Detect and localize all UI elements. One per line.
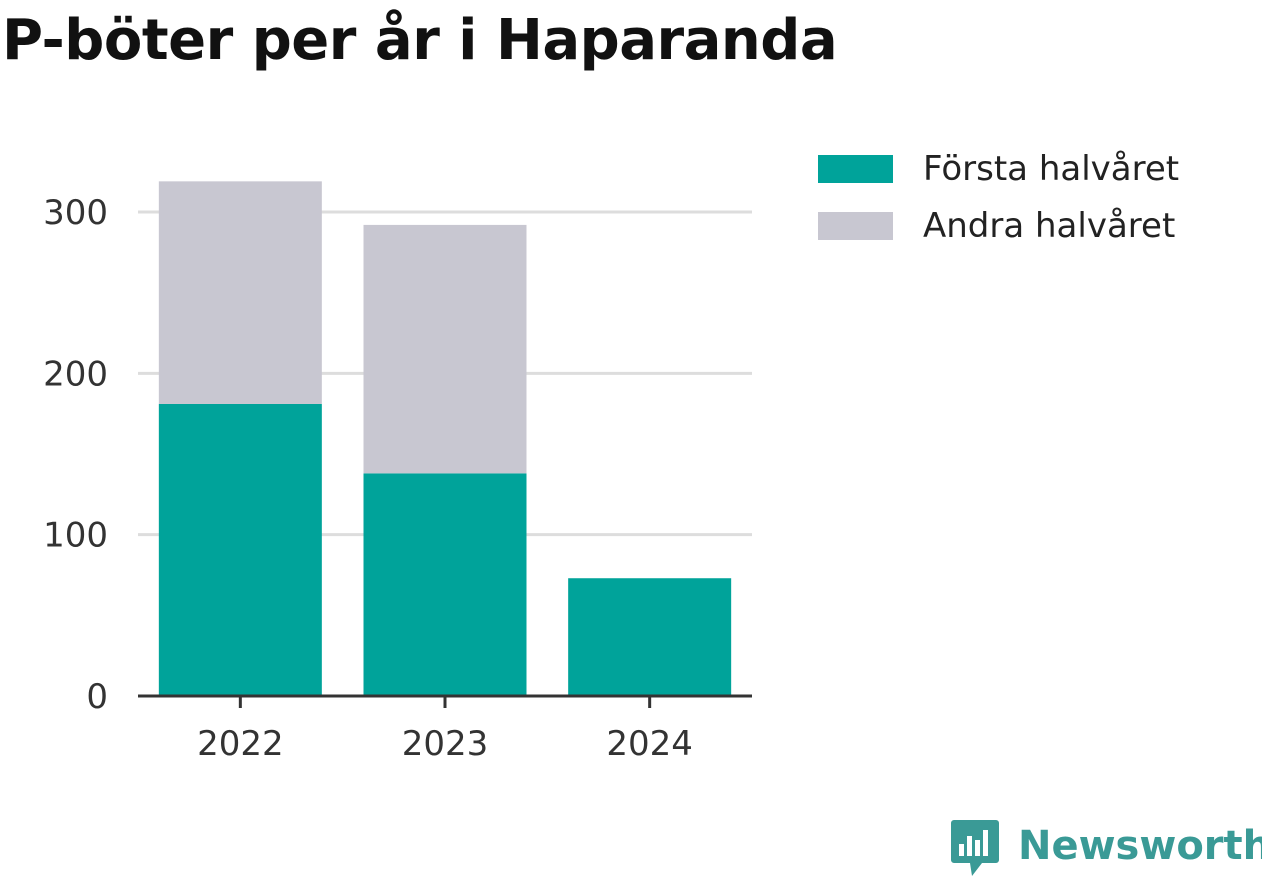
y-tick-label-0: 0 <box>86 677 108 717</box>
bar-2024-forsta-halvaret <box>568 578 732 696</box>
x-tick-label-2023: 2023 <box>402 724 489 764</box>
y-tick-label-100: 100 <box>43 516 108 556</box>
legend: Första halvåret Andra halvåret <box>818 140 1179 254</box>
newsworthy-chart-bubble-icon <box>951 820 999 876</box>
legend-swatch-first-half <box>818 154 893 183</box>
brand-logo: Newsworthy <box>950 818 1262 878</box>
bar-2022-forsta-halvaret <box>158 403 322 696</box>
chart-title: P-böter per år i Haparanda <box>2 8 838 73</box>
y-tick-label-300: 300 <box>43 193 108 233</box>
bar-2023-forsta-halvaret <box>363 473 527 696</box>
brand-name: Newsworthy <box>1018 823 1262 869</box>
x-tick-label-2022: 2022 <box>197 724 284 764</box>
legend-item-second-half: Andra halvåret <box>818 197 1179 254</box>
bar-2022-andra-halvaret <box>158 181 322 404</box>
y-tick-label-200: 200 <box>43 354 108 394</box>
legend-label-second-half: Andra halvåret <box>923 205 1176 246</box>
legend-swatch-second-half <box>818 211 893 240</box>
bar-2023-andra-halvaret <box>363 224 527 474</box>
legend-item-first-half: Första halvåret <box>818 140 1179 197</box>
legend-label-first-half: Första halvåret <box>923 148 1180 189</box>
x-tick-label-2024: 2024 <box>606 724 693 764</box>
